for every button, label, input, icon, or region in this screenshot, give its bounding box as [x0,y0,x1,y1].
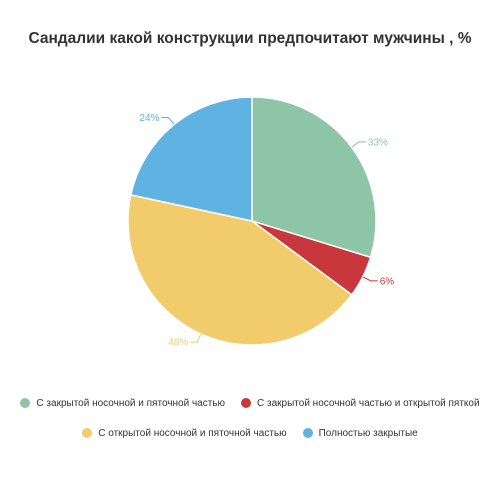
slice-value-label: 33% [368,137,388,148]
chart-title: Сандалии какой конструкции предпочитают … [28,30,472,47]
slice-value-label: 6% [380,276,395,287]
pie-slice-closed-toe-heel[interactable] [251,96,377,259]
legend-marker-open-toe-heel [82,428,93,438]
legend-marker-closed-toe-heel [20,398,31,408]
legend-marker-closed-toe-open-heel [241,398,252,408]
legend-item-open-toe-heel[interactable]: С открытой носочной и пяточной частью [82,427,287,439]
pie-slice-open-toe-heel[interactable] [127,193,353,346]
pie-slice-fully-closed[interactable] [129,96,253,222]
slice-leader-line [190,333,202,343]
legend-label: С закрытой носочной частью и открытой пя… [257,397,480,409]
legend-label: С открытой носочной и пяточной частью [98,427,287,439]
slice-leader-line [351,141,366,148]
legend-row-1: С закрытой носочной и пяточной частью С … [0,394,500,412]
slice-value-label: 48% [168,338,188,349]
slice-value-label: 24% [139,113,159,124]
legend-item-closed-toe-open-heel[interactable]: С закрытой носочной частью и открытой пя… [241,398,480,409]
legend-row-2: С открытой носочной и пяточной частью По… [0,424,500,442]
slice-leader-line [161,117,175,125]
legend-marker-fully-closed [302,428,313,438]
legend: С закрытой носочной и пяточной частью С … [0,394,500,454]
legend-item-fully-closed[interactable]: Полностью закрытые [302,427,418,439]
legend-item-closed-toe-heel[interactable]: С закрытой носочной и пяточной частью [20,398,225,409]
legend-label: С закрытой носочной и пяточной частью [36,397,226,409]
slice-leader-line [362,276,378,282]
legend-label: Полностью закрытые [318,427,418,439]
